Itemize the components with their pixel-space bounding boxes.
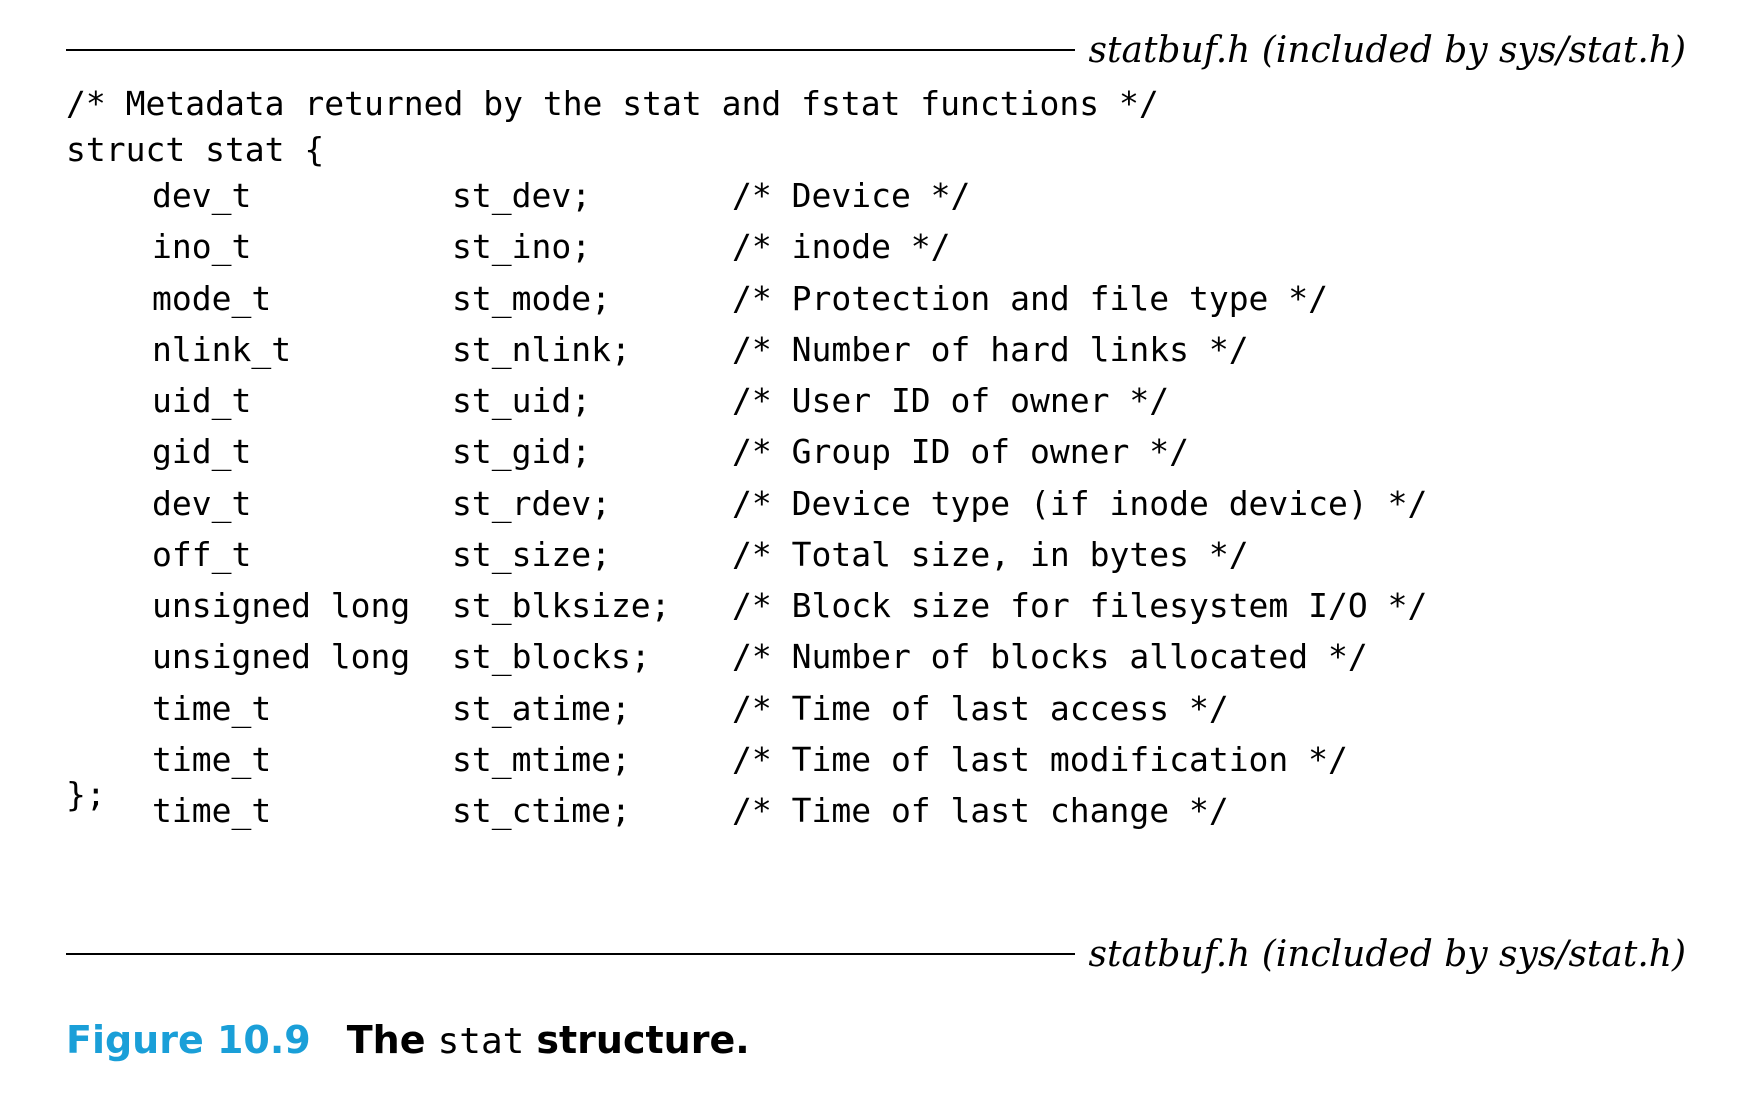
caption-text-before: The — [346, 1018, 426, 1062]
code-comment-line: /* Metadata returned by the stat and fst… — [66, 84, 1159, 123]
struct-field-row: unsigned long st_blocks; /* Number of bloc… — [0, 631, 1740, 682]
struct-field-row: unsigned long st_blksize; /* Block size fo… — [0, 580, 1740, 631]
field-type: dev_t — [152, 483, 252, 523]
field-comment: /* Time of last access */ — [732, 688, 1229, 728]
struct-field-row: gid_t st_gid; /* Group ID of owner */ — [0, 426, 1740, 477]
field-type: uid_t — [152, 381, 252, 420]
field-comment: /* Device type (if inode device) */ — [732, 483, 1428, 523]
field-comment: /* Number of blocks allocated */ — [732, 637, 1368, 677]
field-comment: /* Time of last change */ — [732, 791, 1229, 830]
field-type: nlink_t — [152, 329, 292, 369]
source-filename: statbuf.h (included by sys/stat.h) — [1088, 933, 1686, 975]
field-comment: /* Block size for filesystem I/O */ — [732, 586, 1428, 625]
field-type: off_t — [152, 534, 252, 574]
field-name: st_mode; — [452, 278, 611, 318]
field-comment: /* Group ID of owner */ — [732, 432, 1189, 472]
struct-close: }; — [66, 775, 106, 814]
field-name: st_rdev; — [452, 483, 611, 523]
field-name: st_nlink; — [452, 329, 631, 369]
struct-field-row: off_t st_size; /* Total size, in bytes */ — [0, 529, 1740, 580]
struct-field-row: uid_t st_uid; /* User ID of owner */ — [0, 375, 1740, 426]
field-comment: /* Protection and file type */ — [732, 278, 1329, 318]
field-name: st_blocks; — [452, 637, 651, 677]
figure-label: Figure 10.9 — [66, 1018, 311, 1062]
struct-field-row: mode_t st_mode; /* Protection and file typ… — [0, 273, 1740, 324]
field-name: st_gid; — [452, 432, 592, 472]
struct-field-row: time_t st_mtime; /* Time of last modificat… — [0, 734, 1740, 785]
field-name: st_ino; — [452, 227, 592, 267]
footer-rule — [66, 953, 1075, 955]
struct-field-row: time_t st_atime; /* Time of last access */ — [0, 683, 1740, 734]
field-type: time_t — [152, 739, 272, 779]
field-name: st_ctime; — [452, 791, 631, 830]
field-type: time_t — [152, 791, 272, 830]
figure-caption: Figure 10.9 The stat structure. — [66, 1012, 750, 1068]
field-type: unsigned long — [152, 637, 411, 677]
caption-code-word: stat — [437, 1021, 525, 1062]
struct-declaration: struct stat { — [66, 130, 325, 169]
field-type: ino_t — [152, 227, 252, 267]
source-header-bottom: statbuf.h (included by sys/stat.h) — [66, 924, 1686, 984]
field-type: unsigned long — [152, 586, 411, 625]
source-header-top: statbuf.h (included by sys/stat.h) — [66, 20, 1686, 80]
field-comment: /* inode */ — [732, 227, 951, 267]
field-comment: /* Device */ — [732, 176, 971, 215]
struct-field-row: nlink_t st_nlink; /* Number of hard links … — [0, 324, 1740, 375]
field-name: st_blksize; — [452, 586, 671, 625]
field-type: mode_t — [152, 278, 272, 318]
field-comment: /* Number of hard links */ — [732, 329, 1249, 369]
caption-text-after: structure. — [536, 1018, 750, 1062]
field-name: st_dev; — [452, 176, 592, 215]
field-comment: /* Time of last modification */ — [732, 739, 1348, 779]
struct-field-row: dev_t st_dev; /* Device */ — [0, 170, 1740, 221]
field-type: time_t — [152, 688, 272, 728]
struct-field-row: ino_t st_ino; /* inode */ — [0, 221, 1740, 272]
field-type: dev_t — [152, 176, 252, 215]
struct-field-row: time_t st_ctime; /* Time of last change */ — [0, 785, 1740, 836]
source-filename: statbuf.h (included by sys/stat.h) — [1088, 29, 1686, 71]
struct-field-row: dev_t st_rdev; /* Device type (if inode de… — [0, 478, 1740, 529]
field-name: st_atime; — [452, 688, 631, 728]
field-name: st_mtime; — [452, 739, 631, 779]
header-rule — [66, 49, 1075, 51]
field-comment: /* Total size, in bytes */ — [732, 534, 1249, 574]
field-name: st_size; — [452, 534, 611, 574]
field-comment: /* User ID of owner */ — [732, 381, 1170, 420]
field-type: gid_t — [152, 432, 252, 472]
field-name: st_uid; — [452, 381, 592, 420]
